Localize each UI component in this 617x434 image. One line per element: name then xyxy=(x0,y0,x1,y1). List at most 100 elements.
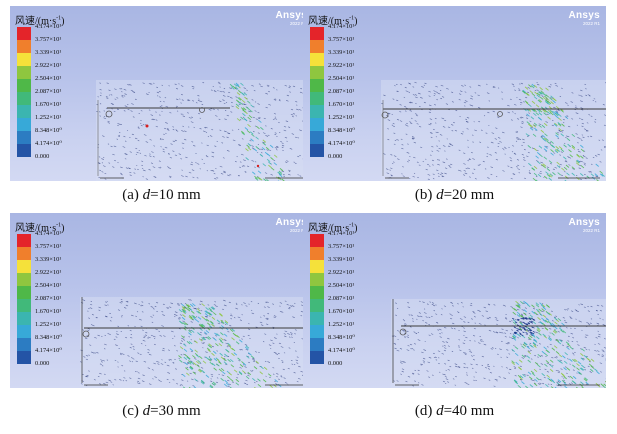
velocity-vector-plume xyxy=(572,380,577,384)
velocity-vector-plume xyxy=(561,167,565,171)
velocity-vector xyxy=(238,144,241,146)
velocity-vector xyxy=(129,377,132,379)
velocity-vector xyxy=(273,315,277,317)
velocity-vector xyxy=(502,170,505,172)
velocity-vector xyxy=(527,338,531,341)
velocity-vector-plume xyxy=(203,331,208,335)
velocity-vector-plume xyxy=(531,304,535,308)
velocity-vector xyxy=(599,362,603,364)
velocity-vector xyxy=(596,175,599,178)
velocity-vector-plume xyxy=(538,145,543,149)
velocity-vector-plume xyxy=(198,355,203,360)
velocity-vector xyxy=(265,318,269,320)
velocity-vector-plume xyxy=(242,107,247,111)
velocity-vector xyxy=(408,91,410,93)
velocity-vector xyxy=(464,91,467,93)
velocity-vector xyxy=(478,342,481,344)
velocity-vector-plume xyxy=(273,162,278,166)
velocity-vector xyxy=(110,381,113,383)
velocity-vector xyxy=(423,312,427,314)
velocity-vector xyxy=(153,362,156,365)
velocity-vector xyxy=(141,160,144,162)
velocity-vector xyxy=(286,94,290,97)
velocity-vector xyxy=(278,378,280,380)
legend-swatch xyxy=(17,79,31,92)
velocity-vector xyxy=(592,156,595,159)
velocity-vector xyxy=(85,354,89,357)
velocity-vector-plume xyxy=(259,153,264,158)
velocity-vector-plume xyxy=(560,133,565,137)
velocity-vector-plume xyxy=(181,308,186,313)
velocity-vector xyxy=(103,382,106,385)
velocity-vector xyxy=(538,123,542,126)
velocity-vector xyxy=(450,327,454,329)
velocity-vector-dense xyxy=(523,329,527,331)
velocity-vector xyxy=(215,115,218,117)
velocity-vector-plume xyxy=(566,367,571,371)
velocity-vector xyxy=(281,361,284,363)
velocity-vector-plume xyxy=(534,91,538,95)
velocity-vector-plume xyxy=(522,89,527,93)
velocity-vector xyxy=(228,383,231,385)
velocity-vector xyxy=(180,94,183,96)
velocity-vector-plume xyxy=(255,360,260,364)
velocity-vector xyxy=(417,92,421,95)
velocity-vector xyxy=(594,349,597,352)
velocity-vector-plume xyxy=(564,179,567,181)
velocity-vector xyxy=(459,90,463,92)
velocity-vector-plume xyxy=(238,371,243,375)
velocity-vector xyxy=(449,143,451,146)
velocity-vector-plume xyxy=(548,337,552,342)
velocity-vector xyxy=(595,337,598,339)
velocity-vector xyxy=(554,356,558,359)
velocity-vector xyxy=(523,373,527,376)
legend-swatch xyxy=(310,338,324,351)
velocity-vector xyxy=(290,334,293,336)
velocity-vector xyxy=(501,328,504,330)
velocity-vector-plume xyxy=(544,363,548,367)
velocity-vector-plume xyxy=(539,87,543,91)
velocity-vector xyxy=(272,342,275,344)
velocity-vector xyxy=(121,94,124,97)
velocity-vector xyxy=(272,303,274,305)
velocity-vector xyxy=(403,320,406,322)
velocity-vector xyxy=(426,303,429,305)
velocity-vector-plume xyxy=(529,335,533,339)
velocity-vector-plume xyxy=(192,317,197,321)
velocity-vector xyxy=(459,93,462,95)
velocity-vector xyxy=(560,164,562,166)
velocity-vector xyxy=(143,361,147,363)
velocity-vector-plume xyxy=(250,104,254,108)
velocity-vector xyxy=(420,363,423,366)
velocity-vector xyxy=(274,132,277,134)
velocity-vector xyxy=(433,93,436,95)
velocity-vector xyxy=(495,319,499,321)
velocity-vector-plume xyxy=(550,149,554,153)
velocity-vector xyxy=(527,91,530,94)
velocity-vector xyxy=(162,347,165,350)
velocity-vector xyxy=(472,172,474,174)
velocity-vector xyxy=(490,173,493,176)
velocity-vector xyxy=(507,342,510,344)
velocity-vector xyxy=(401,370,404,373)
velocity-vector-dense xyxy=(531,326,534,329)
velocity-vector-dense xyxy=(518,332,522,335)
velocity-vector xyxy=(211,128,214,131)
legend-swatch xyxy=(310,66,324,79)
velocity-vector xyxy=(182,320,185,323)
velocity-vector xyxy=(211,375,214,377)
velocity-vector xyxy=(274,337,277,339)
velocity-vector xyxy=(161,138,164,141)
velocity-vector-plume xyxy=(562,156,567,160)
velocity-vector xyxy=(120,88,123,90)
velocity-vector-plume xyxy=(569,375,574,380)
velocity-vector-plume xyxy=(245,345,250,349)
velocity-vector xyxy=(483,306,487,309)
velocity-vector xyxy=(492,110,495,113)
velocity-vector-plume xyxy=(513,308,518,312)
velocity-vector xyxy=(170,330,174,333)
velocity-vector-plume xyxy=(576,363,580,367)
velocity-vector xyxy=(535,176,538,178)
velocity-vector-plume xyxy=(579,367,584,371)
velocity-vector xyxy=(504,332,507,334)
